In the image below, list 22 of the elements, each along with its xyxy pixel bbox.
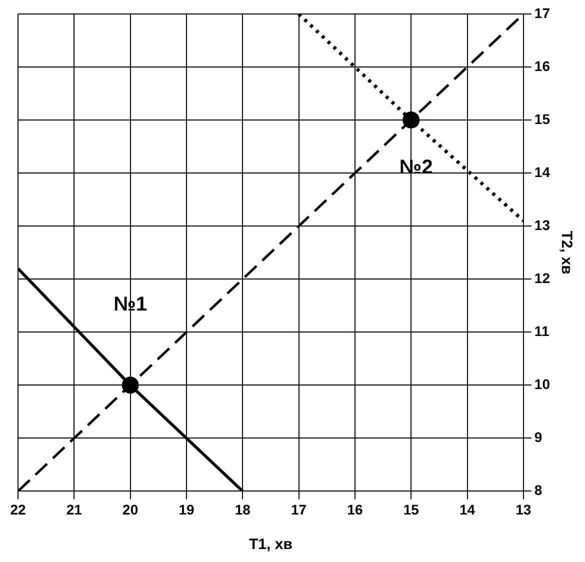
x-axis-title: T1, хв bbox=[249, 536, 292, 554]
x-tick-label: 13 bbox=[516, 501, 532, 518]
x-tick-label: 22 bbox=[10, 501, 26, 518]
y-tick-label: 16 bbox=[534, 58, 550, 74]
y-tick-label: 17 bbox=[534, 4, 550, 21]
y-tick-label: 11 bbox=[534, 322, 550, 339]
x-tick-label: 20 bbox=[122, 501, 138, 518]
y-tick-label: 8 bbox=[534, 482, 542, 498]
x-tick-label: 17 bbox=[291, 501, 307, 518]
y-tick-label: 13 bbox=[534, 216, 550, 233]
x-tick-label: 15 bbox=[403, 501, 420, 518]
x-tick-label: 16 bbox=[347, 501, 363, 518]
y-tick-label: 14 bbox=[534, 164, 550, 180]
x-tick-label: 19 bbox=[178, 501, 194, 518]
y-tick-label: 15 bbox=[534, 110, 550, 127]
y-tick-label: 10 bbox=[534, 376, 550, 392]
y-tick-label: 9 bbox=[534, 429, 542, 446]
x-tick-label: 14 bbox=[459, 501, 476, 518]
x-tick-label: 21 bbox=[66, 501, 82, 518]
y-tick-label: 12 bbox=[534, 270, 550, 286]
y-axis-title: T2, хв bbox=[558, 230, 575, 274]
x-tick-label: 18 bbox=[234, 501, 251, 518]
